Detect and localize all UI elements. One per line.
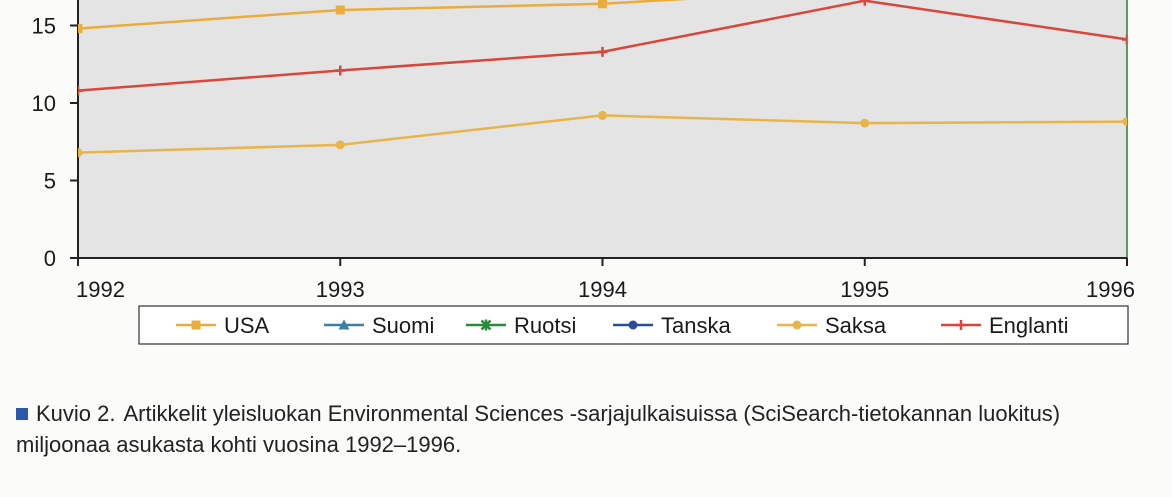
data-point [335, 140, 345, 150]
data-point [191, 320, 201, 330]
x-tick-label: 1995 [840, 277, 889, 302]
series-layer [78, 0, 1127, 158]
data-point [335, 5, 345, 15]
x-tick-label: 1994 [578, 277, 627, 302]
x-tick-label: 1996 [1086, 277, 1135, 302]
data-point [860, 118, 870, 128]
data-point [1122, 34, 1127, 45]
legend-item-tanska: Tanska [613, 313, 731, 338]
data-point [335, 65, 346, 76]
data-point [597, 46, 608, 57]
y-tick-label: 10 [32, 91, 56, 116]
data-point [792, 320, 802, 330]
figure-caption: Kuvio 2. Artikkelit yleisluokan Environme… [16, 398, 1156, 460]
legend: USA Suomi Ruotsi Tanska Saksa Englanti [138, 305, 1129, 345]
legend-item-ruotsi: Ruotsi [466, 313, 576, 338]
data-point [78, 24, 83, 34]
data-point [1122, 117, 1127, 127]
data-point [598, 0, 607, 9]
legend-item-usa: USA [176, 313, 270, 338]
legend-item-saksa: Saksa [777, 313, 887, 338]
data-point [859, 0, 870, 6]
legend-label: Ruotsi [514, 313, 576, 338]
data-point [956, 320, 966, 330]
data-point [598, 110, 607, 120]
legend-label: Suomi [372, 313, 434, 338]
legend-item-englanti: Englanti [941, 313, 1069, 338]
x-axis-ticks: 1992 1993 1994 1995 1996 [76, 258, 1135, 302]
legend-label: Tanska [661, 313, 731, 338]
series-usa [78, 0, 688, 34]
legend-label: Saksa [825, 313, 887, 338]
y-tick-label: 15 [32, 14, 56, 39]
caption-marker [16, 408, 28, 420]
data-point [338, 319, 350, 330]
caption-label: Kuvio 2. [36, 401, 116, 426]
x-tick-label: 1992 [76, 277, 125, 302]
legend-label: USA [224, 313, 270, 338]
caption-text: Artikkelit yleisluokan Environmental Sci… [16, 401, 1061, 457]
series-englanti [78, 0, 1127, 96]
x-tick-label: 1993 [316, 277, 365, 302]
y-tick-label: 0 [44, 246, 56, 271]
data-point [78, 148, 83, 158]
legend-item-suomi: Suomi [324, 313, 434, 338]
y-axis-ticks: 0 5 10 15 [32, 14, 78, 271]
data-point [78, 85, 83, 96]
data-point [480, 319, 492, 331]
legend-label: Englanti [989, 313, 1069, 338]
data-point [628, 320, 638, 330]
y-tick-label: 5 [44, 169, 56, 194]
series-saksa [78, 110, 1127, 158]
plot-background [78, 0, 1127, 258]
